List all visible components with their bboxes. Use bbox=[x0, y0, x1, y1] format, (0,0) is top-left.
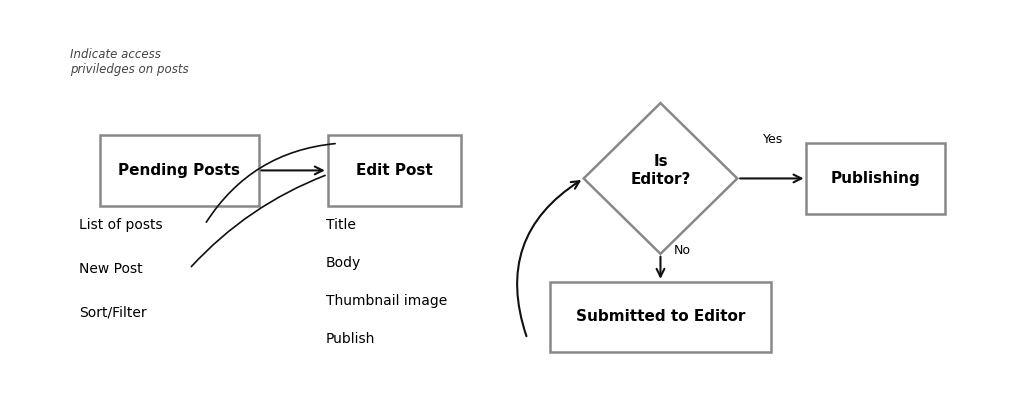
Text: Publishing: Publishing bbox=[830, 171, 921, 186]
Text: Submitted to Editor: Submitted to Editor bbox=[575, 309, 745, 324]
FancyBboxPatch shape bbox=[99, 136, 258, 206]
Text: Thumbnail image: Thumbnail image bbox=[326, 294, 446, 308]
Text: Sort/Filter: Sort/Filter bbox=[79, 306, 146, 320]
Text: No: No bbox=[674, 244, 691, 257]
Text: Title: Title bbox=[326, 218, 355, 231]
Text: Yes: Yes bbox=[763, 134, 783, 146]
Polygon shape bbox=[584, 103, 737, 254]
FancyBboxPatch shape bbox=[551, 282, 770, 352]
Text: New Post: New Post bbox=[79, 262, 142, 275]
FancyBboxPatch shape bbox=[328, 136, 461, 206]
Text: Is
Editor?: Is Editor? bbox=[631, 154, 690, 186]
Text: Pending Posts: Pending Posts bbox=[118, 163, 241, 178]
Text: List of posts: List of posts bbox=[79, 218, 163, 231]
Text: Publish: Publish bbox=[326, 332, 375, 346]
Text: Body: Body bbox=[326, 256, 360, 269]
Text: Indicate access
priviledges on posts: Indicate access priviledges on posts bbox=[70, 48, 188, 76]
Text: Edit Post: Edit Post bbox=[356, 163, 432, 178]
FancyBboxPatch shape bbox=[807, 143, 944, 213]
